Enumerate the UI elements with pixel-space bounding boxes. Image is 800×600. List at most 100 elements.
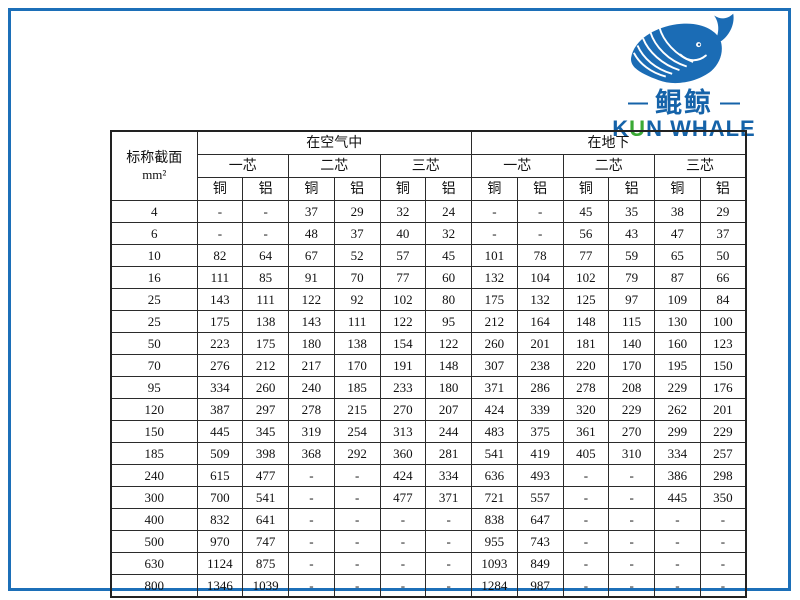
size-cell: 25 (110, 310, 198, 333)
table-row: 185 509 398 368 292 360 281 541 419 405 310 334 257 (110, 442, 747, 465)
value-cell: - (654, 574, 701, 598)
value-cell: 56 (562, 222, 610, 245)
value-cell: 60 (425, 266, 472, 289)
value-cell: 1093 (471, 552, 518, 575)
size-cell: 240 (110, 464, 198, 487)
value-cell: - (608, 552, 655, 575)
table-row: 630 1124 875- - - -1093 849- - - - (110, 552, 747, 575)
value-cell: 270 (608, 420, 655, 443)
core-header: 一芯 (471, 154, 564, 178)
size-cell: 6 (110, 222, 198, 245)
value-cell: 32 (425, 222, 472, 245)
value-cell: 130 (654, 310, 701, 333)
value-cell: 82 (196, 244, 244, 267)
table-row: 4- -37 29 32 24- -45 35 38 29 (110, 200, 747, 223)
value-cell: 297 (242, 398, 289, 421)
value-cell: 201 (516, 332, 564, 355)
value-cell: - (333, 464, 381, 487)
value-cell: 493 (516, 464, 564, 487)
value-cell: - (379, 552, 427, 575)
value-cell: 955 (471, 530, 518, 553)
value-cell: - (562, 552, 610, 575)
value-cell: 97 (608, 288, 655, 311)
metal-header: 铝 (242, 177, 289, 201)
value-cell: 276 (196, 354, 244, 377)
size-cell: 150 (110, 420, 198, 443)
metal-header: 铜 (654, 177, 701, 201)
value-cell: 270 (379, 398, 427, 421)
value-cell: - (288, 530, 335, 553)
value-cell: 445 (196, 420, 244, 443)
value-cell: 298 (699, 464, 747, 487)
value-cell: 79 (608, 266, 655, 289)
value-cell: 307 (471, 354, 518, 377)
size-cell: 70 (110, 354, 198, 377)
value-cell: 345 (242, 420, 289, 443)
value-cell: 223 (196, 332, 244, 355)
value-cell: 1346 (196, 574, 244, 598)
value-cell: 102 (379, 288, 427, 311)
value-cell: 636 (471, 464, 518, 487)
value-cell: 987 (516, 574, 564, 598)
value-cell: 37 (333, 222, 381, 245)
value-cell: 700 (196, 486, 244, 509)
value-cell: 122 (288, 288, 335, 311)
value-cell: 138 (242, 310, 289, 333)
header-row-metals: 铜 铝 铜 铝 铜 铝 铜 铝 铜 铝 铜 铝 (111, 177, 747, 201)
value-cell: 350 (699, 486, 747, 509)
value-cell: 557 (516, 486, 564, 509)
value-cell: 160 (654, 332, 701, 355)
value-cell: - (333, 530, 381, 553)
value-cell: 875 (242, 552, 289, 575)
value-cell: 150 (699, 354, 747, 377)
table-row: 25 143 111 122 92 102 80 175 132 125 97 109 84 (110, 288, 747, 311)
value-cell: - (333, 486, 381, 509)
value-cell: 278 (562, 376, 610, 399)
value-cell: 47 (654, 222, 701, 245)
table-row: 500 970 747- - - -955 743- - - - (110, 530, 747, 553)
table-row: 16 111 85 91 70 77 60 132 104 102 79 87 66 (110, 266, 747, 289)
value-cell: 123 (699, 332, 747, 355)
value-cell: 180 (288, 332, 335, 355)
value-cell: 85 (242, 266, 289, 289)
value-cell: 111 (333, 310, 381, 333)
value-cell: 29 (699, 200, 747, 223)
whale-icon (631, 13, 734, 84)
value-cell: - (562, 574, 610, 598)
value-cell: 66 (699, 266, 747, 289)
value-cell: 132 (471, 266, 518, 289)
value-cell: - (379, 508, 427, 531)
value-cell: - (562, 486, 610, 509)
value-cell: 37 (699, 222, 747, 245)
value-cell: - (196, 222, 244, 245)
value-cell: - (699, 552, 747, 575)
brand-cn-text: 鲲鲸 (655, 88, 713, 118)
value-cell: 339 (516, 398, 564, 421)
table-row: 6- -48 37 40 32- -56 43 47 37 (110, 222, 747, 245)
value-cell: 115 (608, 310, 655, 333)
value-cell: 100 (699, 310, 747, 333)
value-cell: 1039 (242, 574, 289, 598)
value-cell: 260 (471, 332, 518, 355)
value-cell: 641 (242, 508, 289, 531)
value-cell: 541 (471, 442, 518, 465)
value-cell: 45 (562, 200, 610, 223)
size-cell: 25 (110, 288, 198, 311)
value-cell: 48 (288, 222, 335, 245)
value-cell: 111 (196, 266, 244, 289)
table-row: 120 387 297 278 215 270 207 424 339 320 229 262 201 (110, 398, 747, 421)
size-cell: 4 (110, 200, 198, 223)
value-cell: - (608, 530, 655, 553)
value-cell: 132 (516, 288, 564, 311)
value-cell: 838 (471, 508, 518, 531)
value-cell: 334 (654, 442, 701, 465)
core-header: 三芯 (379, 154, 472, 178)
value-cell: 310 (608, 442, 655, 465)
table-row: 150 445 345 319 254 313 244 483 375 361 270 299 229 (110, 420, 747, 443)
group-header-ground: 在地下 (471, 130, 747, 155)
value-cell: 229 (608, 398, 655, 421)
metal-header: 铜 (379, 177, 427, 201)
table-header: 标称截面 mm² 在空气中 在地下 一芯 二芯 三芯 一芯 二芯 三芯 铜 铝 … (110, 130, 747, 201)
value-cell: 217 (288, 354, 335, 377)
size-cell: 630 (110, 552, 198, 575)
